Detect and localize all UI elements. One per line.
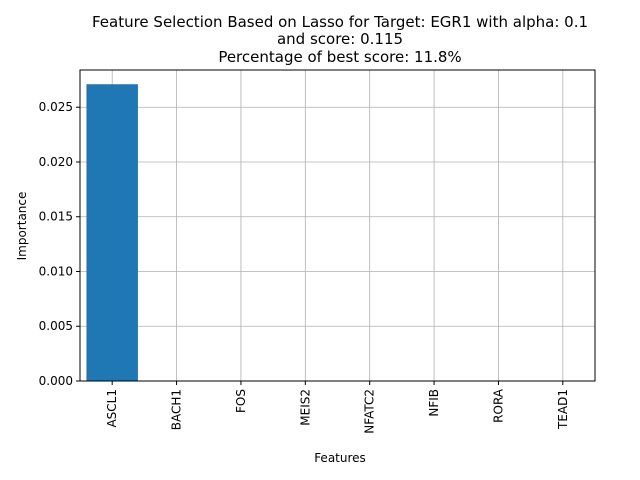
x-tick-label: NFIB <box>427 389 441 417</box>
chart-title-line-3: Percentage of best score: 11.8% <box>218 48 461 66</box>
y-tick-label: 0.020 <box>39 155 73 169</box>
x-tick-label: NFATC2 <box>363 389 377 434</box>
x-axis-label: Features <box>314 451 366 465</box>
y-tick-label: 0.015 <box>39 210 73 224</box>
chart-title-line-2: and score: 0.115 <box>277 30 403 48</box>
y-tick-label: 0.005 <box>39 319 73 333</box>
grid <box>80 70 595 382</box>
bar-ascl1 <box>86 84 138 382</box>
chart-title: Feature Selection Based on Lasso for Tar… <box>92 13 588 66</box>
x-tick-label: FOS <box>234 389 248 413</box>
x-tick-label: BACH1 <box>170 389 184 430</box>
x-tick-label: RORA <box>491 388 505 423</box>
chart-title-line-1: Feature Selection Based on Lasso for Tar… <box>92 13 588 31</box>
x-tick-label: ASCL1 <box>105 389 119 428</box>
y-axis-ticks: 0.000 0.005 0.010 0.015 0.020 0.025 <box>39 100 80 388</box>
x-tick-label: TEAD1 <box>556 389 570 430</box>
y-tick-label: 0.010 <box>39 264 73 278</box>
x-tick-label: MEIS2 <box>298 389 312 426</box>
x-axis-ticks: ASCL1 BACH1 FOS MEIS2 NFATC2 NFIB RORA TEAD1 <box>105 381 570 434</box>
y-axis-label: Importance <box>15 192 29 261</box>
y-tick-label: 0.000 <box>39 374 73 388</box>
bars <box>86 84 138 382</box>
y-tick-label: 0.025 <box>39 100 73 114</box>
plot-frame <box>79 69 596 382</box>
